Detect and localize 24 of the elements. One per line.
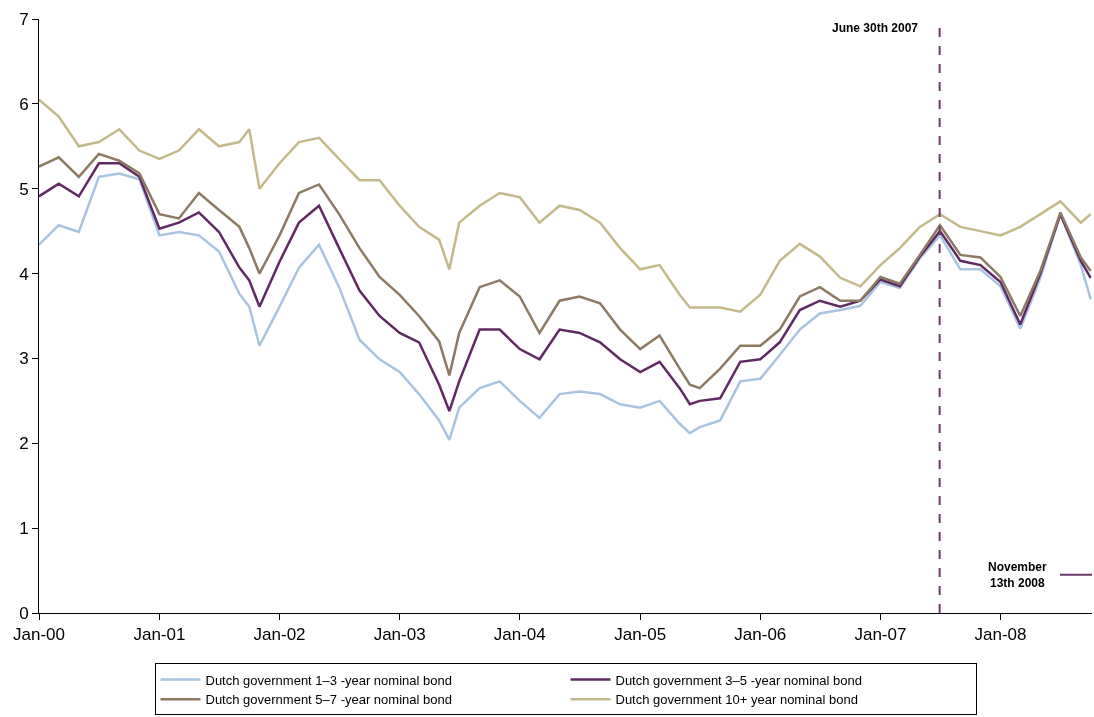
- y-tick-label: 1: [19, 519, 29, 539]
- x-tick-label: Jan-05: [614, 625, 667, 645]
- legend-label: Dutch government 3–5 -year nominal bond: [615, 672, 862, 688]
- y-tick-label: 5: [19, 179, 29, 199]
- x-tick-label: Jan-00: [13, 625, 65, 645]
- y-tick-label: 7: [19, 9, 29, 29]
- x-tick-label: Jan-03: [373, 625, 426, 645]
- y-tick-label: 6: [19, 94, 29, 114]
- x-tick-label: Jan-04: [493, 625, 546, 645]
- y-tick-label: 0: [19, 603, 29, 623]
- x-tick-label: Jan-02: [253, 625, 306, 645]
- line-series: [39, 98, 1092, 314]
- annotation: November 13th 2008: [988, 560, 1048, 590]
- ref-line-label: June 30th 2007: [832, 21, 919, 35]
- y-tick-label: 3: [19, 349, 29, 369]
- x-tick-label: Jan-08: [974, 625, 1027, 645]
- x-tick-label: Jan-01: [133, 625, 186, 645]
- legend-label: Dutch government 10+ year nominal bond: [615, 692, 858, 708]
- x-tick-label: Jan-06: [734, 625, 787, 645]
- legend-label: Dutch government 5–7 -year nominal bond: [205, 692, 452, 708]
- x-tick-label: Jan-07: [854, 625, 907, 645]
- y-tick-label: 4: [19, 264, 29, 284]
- legend-label: Dutch government 1–3 -year nominal bond: [205, 672, 452, 688]
- y-tick-label: 2: [19, 434, 29, 454]
